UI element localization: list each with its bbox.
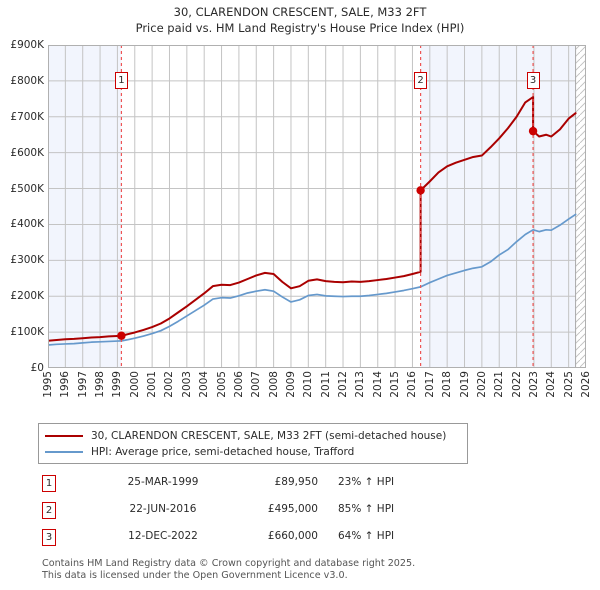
transaction-index-badge: 1 [42, 475, 56, 492]
x-axis-tick-label: 2006 [232, 371, 245, 398]
sale-marker-point [117, 331, 126, 340]
ownership-span [533, 45, 576, 368]
x-axis-tick-label: 2022 [510, 371, 523, 398]
x-axis-tick-label: 2013 [354, 371, 367, 398]
x-axis-tick-label: 2024 [545, 371, 558, 398]
sale-marker-box: 2 [414, 72, 428, 89]
y-axis-tick-label: £700K [10, 110, 44, 123]
chart-title-block: 30, CLARENDON CRESCENT, SALE, M33 2FT Pr… [0, 4, 600, 36]
legend-label: HPI: Average price, semi-detached house,… [91, 446, 355, 458]
no-data-hatch-region [575, 45, 586, 368]
legend-item: 30, CLARENDON CRESCENT, SALE, M33 2FT (s… [45, 428, 461, 444]
x-axis-tick-label: 2008 [267, 371, 280, 398]
table-row: 3 12-DEC-2022 £660,000 64% ↑ HPI [38, 526, 468, 553]
series-line-price-paid [48, 96, 577, 342]
x-axis-tick-label: 2009 [284, 371, 297, 398]
table-row: 1 25-MAR-1999 £89,950 23% ↑ HPI [38, 472, 468, 499]
price-history-line-chart [48, 45, 586, 368]
x-axis-tick-label: 2019 [458, 371, 471, 398]
transaction-hpi-delta: 23% ↑ HPI [338, 476, 395, 488]
x-axis-tick-label: 2010 [302, 371, 315, 398]
x-axis-tick-label: 2004 [198, 371, 211, 398]
footer-attribution: Contains HM Land Registry data © Crown c… [42, 558, 572, 581]
x-axis-tick-label: 2016 [406, 371, 419, 398]
x-axis-tick-label: 2025 [562, 371, 575, 398]
ownership-shading-group [48, 45, 576, 368]
page-title: 30, CLARENDON CRESCENT, SALE, M33 2FT [173, 5, 427, 19]
y-axis-tick-label: £0 [30, 362, 44, 374]
x-axis-tick-label: 2002 [163, 371, 176, 398]
x-axis-tick-label: 2021 [493, 371, 506, 398]
legend-label: 30, CLARENDON CRESCENT, SALE, M33 2FT (s… [91, 430, 447, 442]
x-axis-tick-label: 2014 [371, 371, 384, 398]
y-axis-tick-label: £200K [10, 290, 44, 303]
x-axis-tick-label: 2005 [215, 371, 228, 398]
x-axis-tick-label: 1999 [111, 371, 124, 398]
x-axis-tick-label: 2015 [389, 371, 402, 398]
gridlines-group [48, 45, 586, 368]
transaction-price: £89,950 [274, 476, 318, 488]
y-axis-tick-label: £500K [10, 182, 44, 195]
plot-border [48, 45, 586, 368]
legend-item: HPI: Average price, semi-detached house,… [45, 444, 461, 460]
transaction-index-badge: 2 [42, 502, 56, 519]
x-axis-tick-label: 2026 [580, 371, 592, 398]
series-group [48, 96, 577, 346]
y-axis-tick-label: £300K [10, 254, 44, 267]
sale-marker-points-group [117, 126, 538, 340]
chart-legend: 30, CLARENDON CRESCENT, SALE, M33 2FT (s… [38, 423, 468, 464]
ownership-span [48, 45, 122, 368]
no-data-hatch [575, 45, 586, 368]
x-axis-tick-label: 2011 [319, 371, 332, 398]
x-axis-tick-label: 2017 [423, 371, 436, 398]
x-axis-tick-label: 1996 [59, 371, 72, 398]
sale-marker-box: 3 [526, 72, 540, 89]
sale-marker-point [528, 126, 538, 136]
series-line-hpi [48, 213, 577, 346]
table-row: 2 22-JUN-2016 £495,000 85% ↑ HPI [38, 499, 468, 526]
x-axis-tick-label: 2018 [441, 371, 454, 398]
x-axis-tick-label: 1997 [76, 371, 89, 398]
transaction-hpi-delta: 64% ↑ HPI [338, 530, 395, 542]
chart-plot-area [48, 45, 586, 368]
footer-line-2: This data is licensed under the Open Gov… [42, 569, 348, 581]
page-subtitle: Price paid vs. HM Land Registry's House … [135, 21, 465, 35]
x-axis-tick-label: 2023 [527, 371, 540, 398]
y-axis-tick-label: £800K [10, 74, 44, 87]
x-axis-tick-label: 2012 [337, 371, 350, 398]
transaction-date: 22-JUN-2016 [129, 503, 197, 515]
transactions-table: 1 25-MAR-1999 £89,950 23% ↑ HPI 2 22-JUN-2016… [38, 472, 468, 553]
x-axis-tick-label: 2007 [250, 371, 263, 398]
x-axis-labels: 1995 1996 1997 1998 1999 2000 2001 2002 2003 2004… [42, 371, 592, 417]
transaction-date: 12-DEC-2022 [128, 530, 198, 542]
x-axis-tick-label: 2001 [146, 371, 159, 398]
x-axis-tick-label: 2003 [180, 371, 193, 398]
transaction-date: 25-MAR-1999 [127, 476, 199, 488]
x-axis-tick-label: 2020 [475, 371, 488, 398]
y-axis-tick-label: £900K [10, 39, 44, 51]
sale-marker-box: 1 [114, 72, 128, 89]
ownership-span [420, 45, 534, 368]
transaction-index-badge: 3 [42, 529, 56, 546]
transaction-price: £495,000 [267, 503, 318, 515]
y-axis-tick-label: £400K [10, 218, 44, 231]
transaction-price: £660,000 [267, 530, 318, 542]
transaction-hpi-delta: 85% ↑ HPI [338, 503, 395, 515]
x-axis-tick-label: 1998 [94, 371, 107, 398]
x-axis-tick-label: 2000 [128, 371, 141, 398]
sale-marker-point [416, 186, 425, 195]
legend-color-swatch [45, 451, 83, 453]
x-axis-tick-label: 1995 [42, 371, 54, 398]
y-axis-labels: £0 £100K £200K £300K £400K £500K £600K £700K £80… [0, 39, 46, 374]
y-axis-tick-label: £600K [10, 146, 44, 159]
legend-color-swatch [45, 435, 83, 437]
y-axis-tick-label: £100K [10, 326, 44, 339]
footer-line-1: Contains HM Land Registry data © Crown c… [42, 558, 416, 569]
